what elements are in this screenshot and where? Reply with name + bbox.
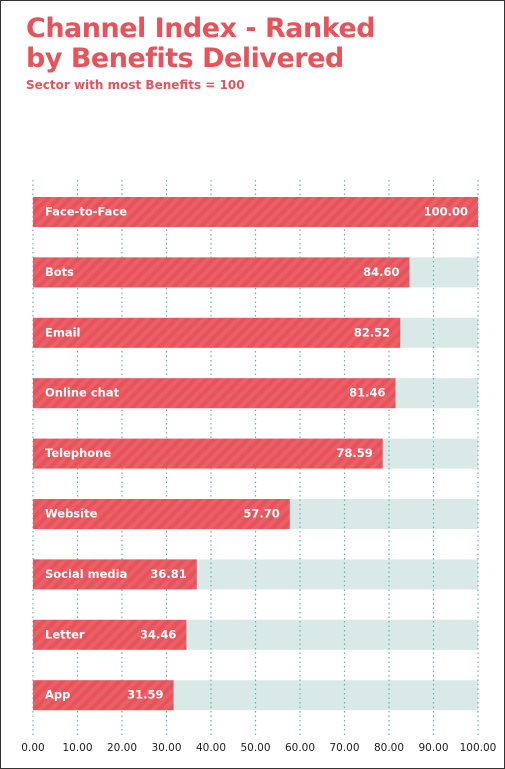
category-label: App [45, 688, 70, 702]
category-label: Letter [45, 627, 85, 641]
value-label: 100.00 [424, 205, 468, 219]
value-label: 57.70 [243, 507, 279, 521]
x-tick-label: 90.00 [418, 742, 448, 754]
bar-stripes [33, 378, 396, 409]
x-tick-label: 50.00 [240, 742, 270, 754]
bar-stripes [33, 499, 290, 529]
value-label: 34.46 [140, 627, 176, 641]
chart-subtitle: Sector with most Benefits = 100 [26, 78, 245, 92]
x-tick-label: 100.00 [460, 742, 497, 754]
category-label: Bots [45, 265, 74, 279]
value-label: 78.59 [336, 446, 372, 460]
category-label: Telephone [45, 446, 111, 460]
category-label: Website [45, 507, 98, 521]
value-label: 82.52 [354, 325, 390, 339]
bar-stripes [33, 257, 410, 288]
x-tick-label: 20.00 [107, 742, 137, 754]
bar-stripes [33, 559, 197, 590]
x-tick-label: 30.00 [151, 742, 181, 754]
value-label: 31.59 [127, 688, 163, 702]
x-tick-label: 80.00 [374, 742, 404, 754]
category-label: Face-to-Face [45, 205, 127, 219]
x-tick-label: 40.00 [196, 742, 226, 754]
value-label: 81.46 [349, 386, 385, 400]
chart-title: Channel Index - Ranked by Benefits Deliv… [26, 13, 376, 74]
x-tick-label: 70.00 [329, 742, 359, 754]
category-label: Email [45, 325, 80, 339]
bar-stripes [33, 438, 383, 469]
bar-stripes [33, 317, 401, 348]
value-label: 84.60 [363, 265, 399, 279]
x-tick-label: 10.00 [62, 742, 92, 754]
bar-stripes [33, 619, 187, 650]
x-tick-label: 60.00 [285, 742, 315, 754]
value-label: 36.81 [150, 567, 186, 581]
x-tick-label: 0.00 [21, 742, 44, 754]
bar-stripes [33, 680, 174, 711]
category-label: Online chat [45, 386, 120, 400]
category-label: Social media [45, 567, 127, 581]
bar-stripes [33, 197, 478, 227]
